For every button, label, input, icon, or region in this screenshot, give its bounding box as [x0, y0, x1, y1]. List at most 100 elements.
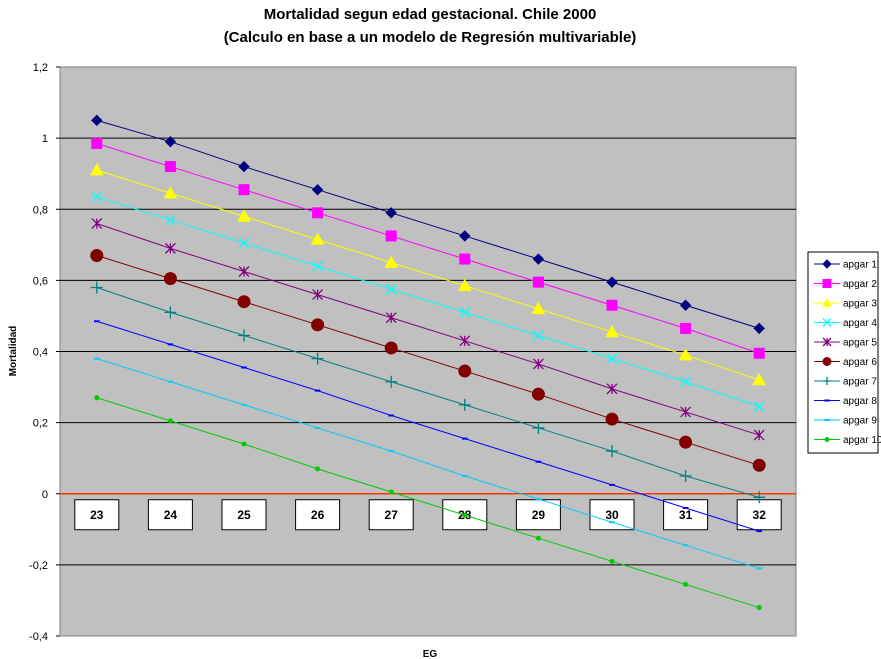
category-label-box: 30: [589, 499, 635, 531]
y-tick-label: 0,4: [33, 347, 48, 359]
data-point: [311, 318, 325, 332]
legend-item: apgar 5: [814, 338, 877, 349]
category-label: 26: [311, 508, 325, 522]
series-6: [90, 248, 766, 472]
data-point: [311, 352, 324, 365]
legend-label: apgar 5: [843, 338, 877, 349]
series-line: [96, 169, 760, 381]
legend-label: apgar 1: [843, 260, 877, 271]
category-label: 30: [605, 508, 619, 522]
legend-item: apgar 10: [814, 435, 881, 446]
y-tick-label: 0,2: [33, 418, 48, 430]
data-point: [238, 237, 250, 249]
data-point: [679, 299, 692, 311]
data-point: [164, 135, 177, 148]
data-point: [605, 324, 619, 338]
series-line: [96, 287, 760, 498]
category-label: 29: [532, 508, 546, 522]
legend-item: apgar 2: [814, 279, 877, 290]
series-10: [94, 395, 762, 611]
data-point: [388, 489, 394, 495]
data-point: [164, 161, 176, 173]
legend-item: apgar 6: [814, 357, 877, 368]
legend-item: apgar 1: [814, 259, 877, 271]
series-8: [94, 320, 762, 533]
data-point: [91, 191, 103, 203]
series-9: [94, 357, 762, 570]
y-tick-label: -0,4: [29, 631, 48, 643]
data-point: [385, 207, 397, 219]
data-point: [241, 441, 247, 447]
data-point: [163, 272, 177, 286]
chart-title: Mortalidad segun edad gestacional. Chile…: [264, 6, 597, 23]
y-axis-ticks: -0,4 -0,2 0 0,2 0,4 0,6 0,8 1 1,2: [29, 62, 60, 643]
data-point: [91, 114, 103, 127]
data-point: [312, 207, 324, 219]
legend-label: apgar 10: [843, 435, 881, 446]
legend-item: apgar 9: [814, 416, 877, 427]
data-point: [164, 306, 177, 319]
data-point: [679, 435, 693, 449]
data-point: [167, 418, 173, 424]
y-tick-label: 0,8: [33, 204, 48, 216]
data-point: [683, 581, 689, 587]
data-point: [606, 353, 618, 365]
data-point: [457, 278, 472, 292]
data-point: [680, 406, 692, 418]
data-point: [384, 255, 399, 268]
data-point: [237, 295, 251, 309]
data-point: [531, 301, 546, 315]
data-point: [91, 137, 103, 149]
data-point: [822, 357, 832, 366]
category-label: 23: [90, 508, 104, 522]
data-point: [606, 445, 618, 458]
data-point: [91, 218, 103, 229]
data-point: [459, 335, 471, 347]
series-5: [91, 218, 765, 441]
data-point: [90, 248, 104, 262]
series-3: [89, 163, 767, 386]
legend-item: apgar 8: [814, 396, 877, 407]
legend-label: apgar 9: [843, 416, 877, 427]
series-line: [96, 397, 760, 609]
category-label-box: 25: [221, 499, 267, 531]
x-axis-title: EG: [423, 649, 438, 659]
data-point: [90, 281, 103, 294]
series-line: [96, 196, 760, 408]
data-point: [312, 260, 324, 272]
category-label-box: 27: [368, 499, 414, 531]
data-point: [310, 232, 325, 245]
data-point: [459, 230, 471, 242]
y-tick-label: 1,2: [33, 62, 48, 74]
data-point: [532, 276, 544, 288]
data-point: [238, 329, 250, 342]
legend-label: apgar 8: [843, 396, 877, 407]
data-point: [535, 535, 541, 541]
category-labels: 23242526272829303132: [74, 499, 782, 531]
data-point: [606, 299, 618, 311]
series-line: [96, 119, 760, 329]
chart-subtitle: (Calculo en base a un modelo de Regresió…: [224, 29, 637, 46]
data-point: [753, 401, 765, 413]
data-point: [385, 375, 398, 388]
data-point: [532, 421, 545, 434]
legend-label: apgar 7: [843, 377, 877, 388]
category-label: 24: [164, 508, 178, 522]
series-1: [91, 114, 765, 335]
series-line: [96, 320, 760, 532]
data-point: [822, 279, 832, 288]
data-point: [163, 186, 178, 199]
legend-label: apgar 4: [843, 318, 877, 329]
data-point: [312, 289, 324, 301]
data-point: [237, 209, 251, 222]
category-label: 27: [385, 508, 399, 522]
data-point: [459, 253, 471, 265]
legend-item: apgar 3: [814, 297, 877, 310]
data-point: [824, 437, 830, 442]
series-line: [96, 223, 760, 436]
series-group: [89, 114, 767, 611]
data-point: [238, 184, 250, 196]
legend-label: apgar 2: [843, 279, 877, 290]
category-label-box: 32: [736, 499, 782, 531]
